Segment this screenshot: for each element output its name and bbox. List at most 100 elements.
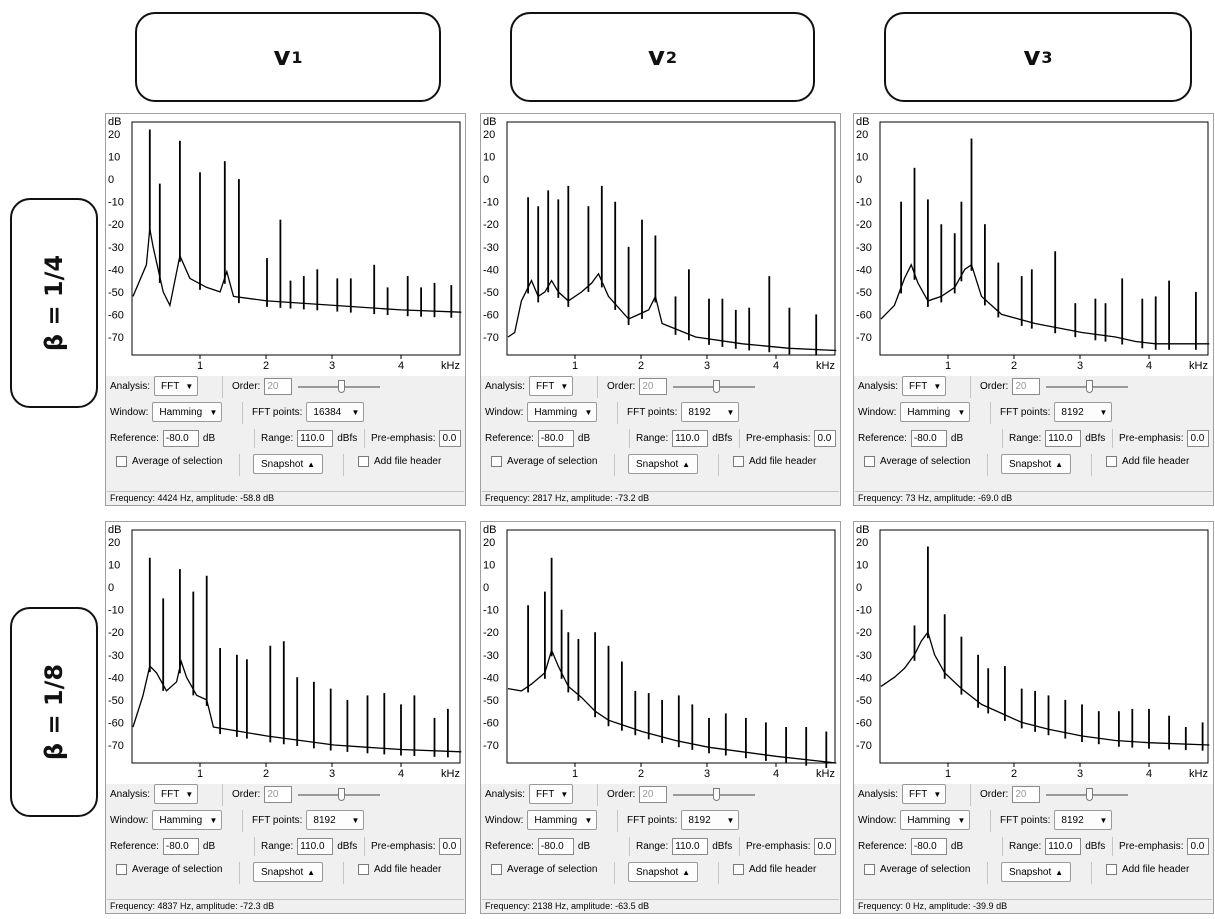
average-selection-control[interactable]: Average of selection [491,864,597,875]
window-dropdown[interactable]: Hamming ▼ [900,810,971,830]
fft-points-dropdown[interactable]: 16384 ▼ [306,402,365,422]
add-file-header-checkbox[interactable] [358,456,369,467]
reference-input[interactable]: -80.0 [162,838,199,855]
average-selection-checkbox[interactable] [491,456,502,467]
preemphasis-input[interactable]: 0.0 [1187,838,1210,855]
range-input[interactable]: 110.0 [297,430,334,447]
average-selection-control[interactable]: Average of selection [491,456,597,467]
window-dropdown[interactable]: Hamming ▼ [152,402,223,422]
order-input[interactable]: 20 [1012,786,1041,803]
fft-points-dropdown[interactable]: 8192 ▼ [681,810,740,830]
average-selection-control[interactable]: Average of selection [116,864,222,875]
snapshot-label: Snapshot [636,866,679,878]
slider-thumb[interactable] [338,379,346,393]
slider-thumb[interactable] [338,787,346,801]
order-slider[interactable] [1046,787,1129,803]
slider-thumb[interactable] [713,379,721,393]
fft-points-dropdown[interactable]: 8192 ▼ [1054,402,1113,422]
y-tick-label: 10 [108,560,120,572]
preemphasis-input[interactable]: 0.0 [1187,430,1210,447]
range-input[interactable]: 110.0 [1045,430,1082,447]
snapshot-button[interactable]: Snapshot ▲ [628,454,698,474]
add-file-header-checkbox[interactable] [733,864,744,875]
order-input[interactable]: 20 [639,378,668,395]
y-tick-label: -70 [856,332,872,344]
order-slider[interactable] [673,787,756,803]
khz-unit-label: kHz [441,360,460,372]
window-dropdown[interactable]: Hamming ▼ [152,810,223,830]
db-unit-label: dB [856,524,869,536]
add-file-header-control[interactable]: Add file header [1106,864,1189,875]
analysis-dropdown[interactable]: FFT ▼ [154,376,199,396]
average-selection-checkbox[interactable] [491,864,502,875]
slider-thumb[interactable] [1086,787,1094,801]
reference-input[interactable]: -80.0 [162,430,199,447]
order-slider[interactable] [1046,379,1129,395]
snapshot-button[interactable]: Snapshot ▲ [1001,454,1071,474]
average-selection-checkbox[interactable] [864,456,875,467]
order-slider[interactable] [298,787,381,803]
range-input[interactable]: 110.0 [672,430,709,447]
add-file-header-control[interactable]: Add file header [358,456,441,467]
slider-thumb[interactable] [713,787,721,801]
average-selection-control[interactable]: Average of selection [116,456,222,467]
range-input[interactable]: 110.0 [672,838,709,855]
analysis-dropdown[interactable]: FFT ▼ [529,784,574,804]
fft-points-dropdown[interactable]: 8192 ▼ [1054,810,1113,830]
analysis-value: FFT [536,788,555,800]
average-selection-control[interactable]: Average of selection [864,864,970,875]
reference-input[interactable]: -80.0 [537,838,574,855]
order-input[interactable]: 20 [264,378,293,395]
add-file-header-control[interactable]: Add file header [733,456,816,467]
order-input[interactable]: 20 [639,786,668,803]
add-file-header-control[interactable]: Add file header [733,864,816,875]
snapshot-button[interactable]: Snapshot ▲ [253,862,323,882]
window-dropdown[interactable]: Hamming ▼ [900,402,971,422]
add-file-header-checkbox[interactable] [358,864,369,875]
order-input[interactable]: 20 [1012,378,1041,395]
reference-input[interactable]: -80.0 [910,430,947,447]
range-input[interactable]: 110.0 [297,838,334,855]
reference-input[interactable]: -80.0 [537,430,574,447]
reference-input[interactable]: -80.0 [910,838,947,855]
snapshot-button[interactable]: Snapshot ▲ [1001,862,1071,882]
add-file-header-control[interactable]: Add file header [1106,456,1189,467]
preemphasis-input[interactable]: 0.0 [439,838,462,855]
analysis-dropdown[interactable]: FFT ▼ [902,784,947,804]
preemphasis-input[interactable]: 0.0 [814,838,837,855]
add-file-header-checkbox[interactable] [733,456,744,467]
order-slider[interactable] [298,379,381,395]
window-dropdown[interactable]: Hamming ▼ [527,402,598,422]
add-file-header-checkbox[interactable] [1106,456,1117,467]
range-input[interactable]: 110.0 [1045,838,1082,855]
analysis-dropdown[interactable]: FFT ▼ [529,376,574,396]
y-tick-label: 0 [483,174,489,186]
fft-points-dropdown[interactable]: 8192 ▼ [306,810,365,830]
fft-points-dropdown[interactable]: 8192 ▼ [681,402,740,422]
average-selection-checkbox[interactable] [116,864,127,875]
snapshot-button[interactable]: Snapshot ▲ [253,454,323,474]
analysis-dropdown[interactable]: FFT ▼ [902,376,947,396]
order-input[interactable]: 20 [264,786,293,803]
add-file-header-control[interactable]: Add file header [358,864,441,875]
average-selection-checkbox[interactable] [116,456,127,467]
separator [343,862,344,884]
preemphasis-input[interactable]: 0.0 [814,430,837,447]
add-file-header-checkbox[interactable] [1106,864,1117,875]
slider-thumb[interactable] [1086,379,1094,393]
order-slider[interactable] [673,379,756,395]
y-tick-label: -60 [856,309,872,321]
average-selection-checkbox[interactable] [864,864,875,875]
analysis-dropdown[interactable]: FFT ▼ [154,784,199,804]
window-dropdown[interactable]: Hamming ▼ [527,810,598,830]
y-tick-label: -30 [483,650,499,662]
snapshot-button[interactable]: Snapshot ▲ [628,862,698,882]
preemphasis-input[interactable]: 0.0 [439,430,462,447]
average-selection-control[interactable]: Average of selection [864,456,970,467]
